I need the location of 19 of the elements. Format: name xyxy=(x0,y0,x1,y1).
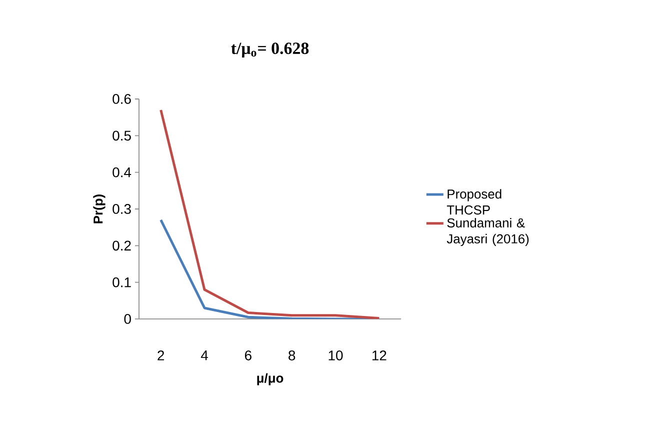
y-tick-label: 0.3 xyxy=(112,204,131,214)
x-tick-label: 10 xyxy=(328,350,343,360)
y-tick-label: 0.1 xyxy=(112,277,131,288)
x-tick-label: 8 xyxy=(288,350,296,360)
y-tick-label: 0 xyxy=(124,314,131,324)
x-tick-label: 2 xyxy=(158,350,164,360)
x-axis-title: μ/μo xyxy=(257,373,284,386)
y-tick-label: 0.5 xyxy=(112,130,131,141)
y-axis-title: Pr(p) xyxy=(93,194,106,224)
y-tick-label: 0.6 xyxy=(112,94,131,104)
x-tick-label: 6 xyxy=(244,350,252,360)
legend-label: Proposed THCSP xyxy=(446,189,502,215)
chart-title: t/μ$_{o}$= 0.628 xyxy=(231,42,309,58)
x-tick-label: 4 xyxy=(200,350,208,360)
line-series xyxy=(160,108,380,319)
x-tick-label: 12 xyxy=(372,350,386,360)
legend-label: Sundamani & Jayasri (2016) xyxy=(446,218,529,246)
y-tick-label: 0.4 xyxy=(112,167,132,178)
y-tick-label: 0.2 xyxy=(112,240,131,251)
